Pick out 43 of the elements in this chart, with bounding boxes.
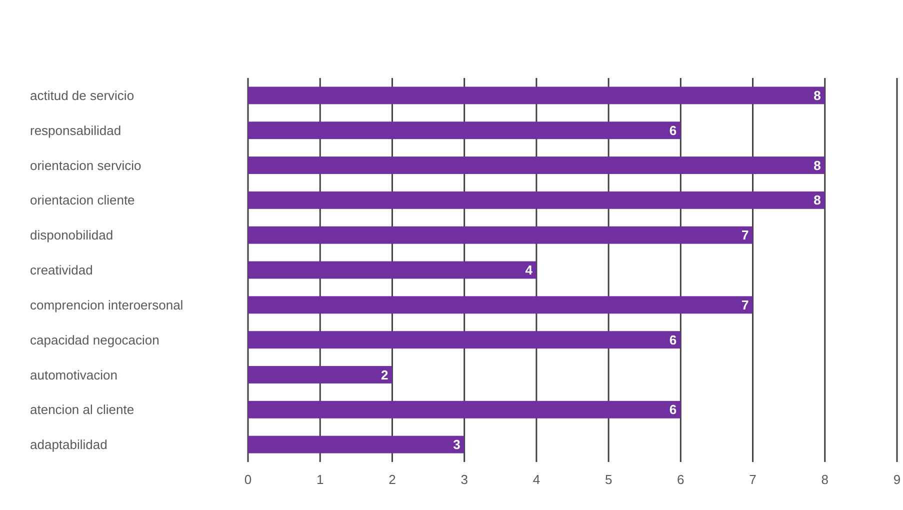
x-tick-label: 4 <box>532 472 540 487</box>
bar <box>248 366 392 384</box>
bar <box>248 226 753 244</box>
x-tick-label: 3 <box>460 472 468 487</box>
bar <box>248 296 753 314</box>
y-tick-label: comprencion interoersonal <box>30 297 184 312</box>
y-tick-label: responsabilidad <box>30 122 122 138</box>
x-tick-label: 8 <box>821 472 829 487</box>
data-label: 6 <box>669 122 677 138</box>
y-tick-label: automotivacion <box>30 367 118 382</box>
x-tick-label: 7 <box>749 472 756 487</box>
x-tick-label: 9 <box>893 472 901 487</box>
bar <box>248 86 825 104</box>
data-label: 8 <box>814 88 821 104</box>
y-tick-label: capacidad negocacion <box>30 332 160 348</box>
bar <box>248 261 536 279</box>
bar <box>248 331 681 349</box>
x-tick-label: 0 <box>244 472 252 487</box>
data-label: 8 <box>814 192 821 208</box>
bar <box>248 122 681 140</box>
data-label: 6 <box>669 402 677 418</box>
bar <box>248 156 825 174</box>
y-tick-label: atencion al cliente <box>30 402 134 418</box>
bar <box>248 400 681 418</box>
y-tick-label: actitud de servicio <box>30 88 134 104</box>
y-tick-label: orientacion servicio <box>30 158 142 173</box>
data-label: 7 <box>742 297 749 312</box>
data-label: 4 <box>525 262 534 278</box>
bar <box>248 436 464 454</box>
x-tick-label: 2 <box>388 472 396 487</box>
data-label: 3 <box>453 437 460 452</box>
data-label: 8 <box>814 158 821 173</box>
data-label: 7 <box>742 228 749 243</box>
data-label: 6 <box>669 332 677 348</box>
x-tick-label: 1 <box>316 472 324 487</box>
y-tick-label: adaptabilidad <box>30 437 108 452</box>
y-tick-label: creatividad <box>30 262 93 278</box>
y-tick-label: disponobilidad <box>30 228 114 243</box>
data-label: 2 <box>380 367 388 382</box>
y-tick-label: orientacion cliente <box>30 192 135 208</box>
bar <box>248 191 825 209</box>
x-tick-label: 5 <box>604 472 612 487</box>
x-tick-label: 6 <box>677 472 684 487</box>
